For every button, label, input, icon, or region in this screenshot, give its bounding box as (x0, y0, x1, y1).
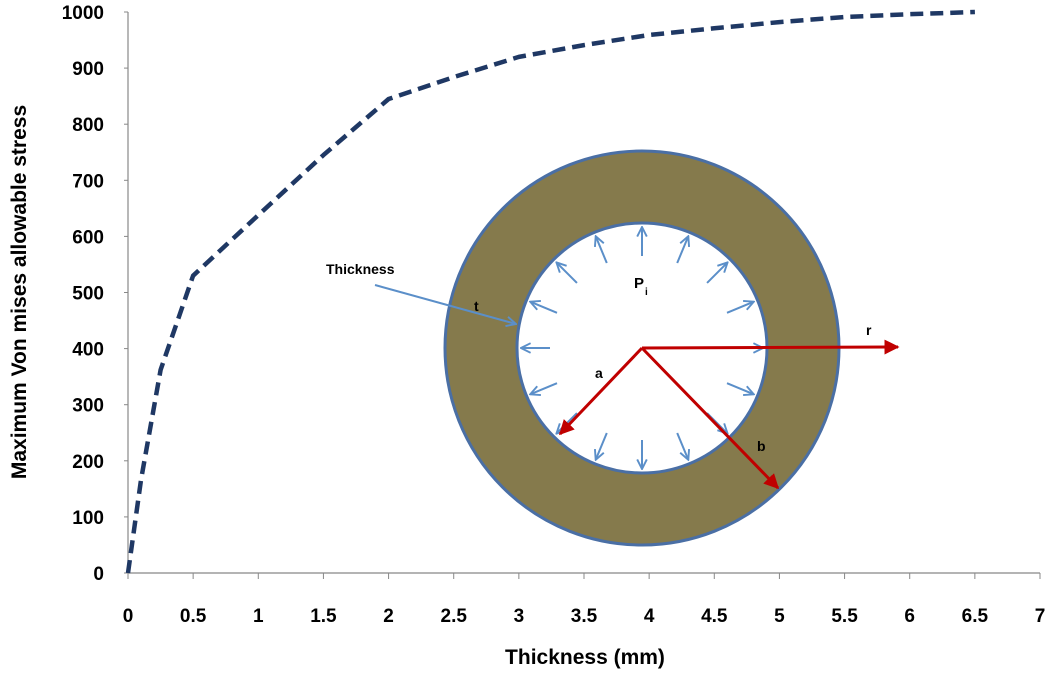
pressure-arrow (530, 382, 558, 394)
x-tick-label: 1 (253, 606, 264, 627)
x-tick-label: 0.5 (180, 606, 207, 627)
y-tick-label: 1000 (62, 3, 104, 24)
pressure-arrow (676, 236, 688, 264)
pressure-arrow (596, 236, 608, 264)
x-tick-label: 3 (514, 606, 525, 627)
x-tick-label: 5.5 (831, 606, 858, 627)
pressure-subscript: i (645, 287, 648, 298)
axes (124, 11, 1041, 579)
a-label: a (595, 365, 603, 381)
y-tick-label: 700 (72, 171, 104, 192)
x-tick-label: 0 (123, 606, 134, 627)
y-tick-label: 600 (72, 227, 104, 248)
pressure-arrow (706, 262, 728, 284)
y-tick-label: 200 (72, 452, 104, 473)
x-tick-label: 5 (774, 606, 785, 627)
inset-diagram: Thickness t P i a b r (326, 149, 900, 547)
x-tick-label: 4.5 (701, 606, 728, 627)
pressure-arrow (676, 432, 688, 460)
thickness-pointer (374, 284, 516, 324)
radius-b (640, 346, 780, 490)
data-line (125, 9, 975, 574)
x-tick-label: 3.5 (571, 606, 598, 627)
pressure-arrow (596, 432, 608, 460)
y-tick-label: 900 (72, 59, 104, 80)
radius-r (641, 339, 900, 355)
y-tick-label: 800 (72, 115, 104, 136)
b-label: b (757, 438, 766, 454)
t-label: t (474, 298, 479, 314)
pressure-arrow (726, 302, 754, 314)
r-label: r (866, 322, 872, 338)
x-tick-label: 7 (1035, 606, 1046, 627)
x-tick-label: 4 (644, 606, 655, 627)
x-tick-label: 2 (383, 606, 394, 627)
pressure-label: P (634, 275, 644, 292)
y-tick-label: 400 (72, 340, 104, 361)
y-tick-label: 300 (72, 396, 104, 417)
pressure-arrow (556, 262, 578, 284)
x-tick-label: 6 (904, 606, 915, 627)
y-tick-label: 100 (72, 508, 104, 529)
x-tick-label: 2.5 (441, 606, 468, 627)
x-tick-label: 1.5 (310, 606, 337, 627)
pressure-arrow (530, 302, 558, 314)
y-tick-label: 0 (93, 564, 104, 585)
pressure-arrow (726, 382, 754, 394)
x-tick-label: 6.5 (962, 606, 989, 627)
radius-a (558, 346, 644, 436)
thickness-label: Thickness (326, 261, 395, 277)
y-tick-label: 500 (72, 284, 104, 305)
x-axis-title: Thickness (mm) (505, 646, 665, 669)
y-axis-title: Maximum Von mises allowable stress (8, 105, 31, 479)
